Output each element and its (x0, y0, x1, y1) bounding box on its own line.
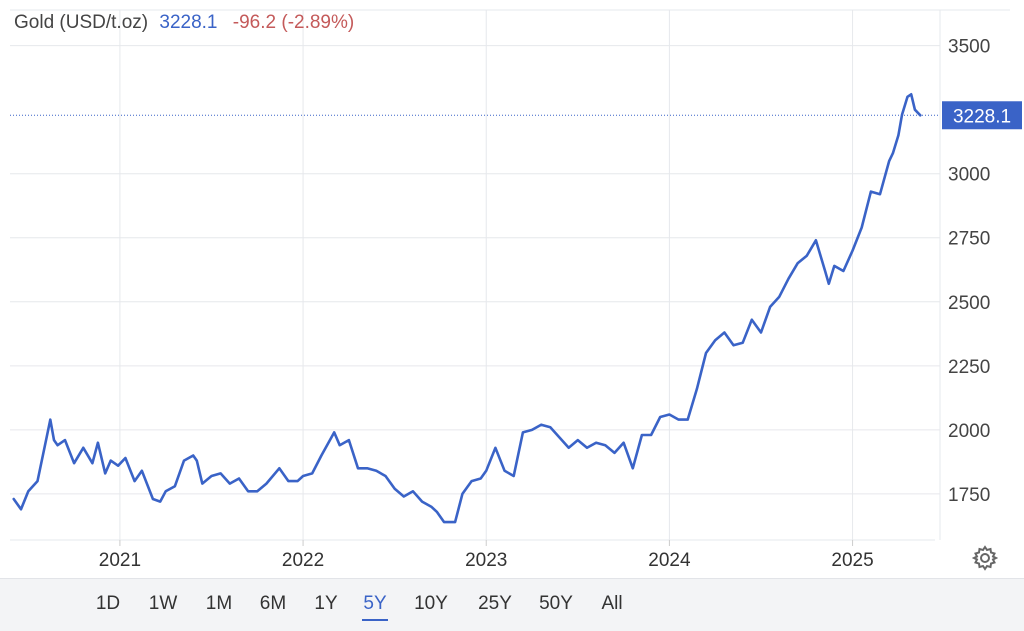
x-tick-label: 2023 (465, 550, 507, 571)
y-tick-label: 2250 (948, 357, 990, 378)
x-axis-ticks: 2021 2022 2023 2024 2025 (99, 550, 874, 571)
range-selector: 1D 1W 1M 6M 1Y 5Y 10Y 25Y 50Y All (0, 578, 1024, 631)
y-tick-label: 2000 (948, 421, 990, 442)
instrument-name: Gold (USD/t.oz) (14, 12, 149, 33)
range-button-10y[interactable]: 10Y (414, 593, 448, 614)
y-tick-label: 3000 (948, 165, 990, 186)
range-button-5y[interactable]: 5Y (362, 589, 388, 621)
range-button-6m[interactable]: 6M (259, 593, 287, 614)
current-price: 3228.1 (159, 12, 218, 33)
y-tick-label: 3500 (948, 37, 990, 58)
current-value-label: 3228.1 (953, 106, 1011, 127)
x-tick-label: 2024 (648, 550, 691, 571)
y-axis-ticks: 1750 2000 2250 2500 2750 3000 3500 (948, 37, 990, 506)
settings-button[interactable] (971, 545, 999, 571)
y-tick-label: 2750 (948, 229, 990, 250)
range-button-50y[interactable]: 50Y (539, 593, 573, 614)
x-tick-label: 2022 (282, 550, 324, 571)
x-tick-label: 2021 (99, 550, 141, 571)
range-button-1w[interactable]: 1W (148, 593, 178, 614)
current-value-badge (942, 101, 1022, 130)
x-tick-label: 2025 (831, 550, 873, 571)
y-tick-label: 1750 (948, 485, 990, 506)
range-button-25y[interactable]: 25Y (478, 593, 512, 614)
series-layer (12, 93, 922, 524)
range-button-1y[interactable]: 1Y (314, 593, 338, 614)
chart-header: Gold (USD/t.oz) 3228.1 -96.2 (-2.89%) (14, 12, 354, 34)
y-tick-label: 2500 (948, 293, 990, 314)
range-button-1m[interactable]: 1M (205, 593, 233, 614)
current-value-marker: 3228.1 (10, 101, 1022, 130)
range-button-1d[interactable]: 1D (95, 593, 121, 614)
grid (10, 9, 1010, 546)
gear-icon (971, 545, 999, 571)
series-line (12, 93, 922, 524)
price-change: -96.2 (-2.89%) (232, 12, 355, 33)
range-button-all[interactable]: All (601, 593, 623, 614)
